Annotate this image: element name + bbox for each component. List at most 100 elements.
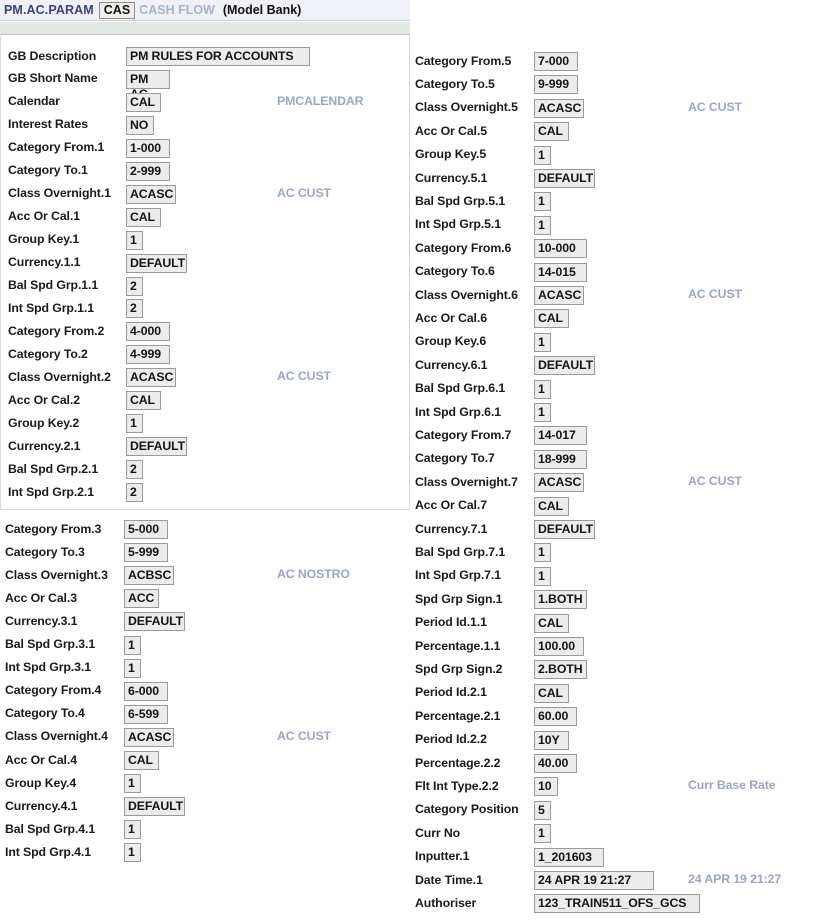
form-row: Category To.1 bbox=[8, 159, 88, 182]
form-row: Group Key.4 bbox=[5, 771, 76, 794]
field-label: Currency.1.1 bbox=[8, 255, 81, 270]
field-value-input[interactable]: 2 bbox=[126, 483, 143, 503]
field-label: GB Short Name bbox=[8, 71, 98, 86]
field-label: Class Overnight.3 bbox=[5, 567, 108, 582]
field-value-input[interactable]: ACASC bbox=[534, 473, 584, 493]
field-value-input[interactable]: ACASC bbox=[126, 184, 176, 204]
field-value-input[interactable]: 24 APR 19 21:27 bbox=[534, 871, 654, 890]
field-label: Category From.3 bbox=[5, 521, 102, 536]
field-value-input[interactable]: 1 bbox=[126, 414, 143, 434]
field-value-input[interactable]: CAL bbox=[126, 207, 161, 227]
form-row: Bal Spd Grp.7.1 bbox=[415, 540, 505, 563]
form-row: Spd Grp Sign.2 bbox=[415, 657, 503, 680]
field-label: Inputter.1 bbox=[415, 849, 470, 864]
field-value-input[interactable]: ACC bbox=[124, 589, 159, 609]
field-value-input[interactable]: DEFAULT bbox=[124, 797, 185, 817]
field-label: Bal Spd Grp.5.1 bbox=[415, 193, 506, 208]
field-value-input[interactable]: 6-000 bbox=[124, 681, 168, 701]
field-value-input[interactable]: 1 bbox=[124, 658, 141, 678]
field-value-input[interactable]: 2 bbox=[126, 299, 143, 319]
field-value-input[interactable]: 7-000 bbox=[534, 52, 578, 71]
field-value-input[interactable]: CAL bbox=[126, 391, 161, 411]
field-value-input[interactable]: 100.00 bbox=[534, 637, 584, 656]
field-value-input[interactable]: 10 bbox=[534, 777, 558, 797]
field-value-input[interactable]: 1.BOTH bbox=[534, 590, 587, 610]
field-value-input[interactable]: 123_TRAIN511_OFS_GCS bbox=[534, 894, 700, 914]
field-value-input[interactable]: ACASC bbox=[534, 286, 584, 305]
tab-cas[interactable]: CAS bbox=[98, 1, 136, 19]
field-value-input[interactable]: 2-999 bbox=[126, 161, 170, 181]
field-value-input[interactable]: 5 bbox=[534, 800, 551, 820]
field-value-input[interactable]: 60.00 bbox=[534, 707, 577, 727]
field-value-input[interactable]: 1 bbox=[124, 843, 141, 863]
field-value-input[interactable]: 1 bbox=[534, 824, 551, 844]
field-value-input[interactable]: DEFAULT bbox=[126, 253, 187, 273]
form-row: Group Key.5 bbox=[415, 143, 486, 166]
field-value-input[interactable]: CAL bbox=[534, 122, 569, 142]
field-value-input[interactable]: 1 bbox=[534, 332, 551, 352]
field-value-input[interactable]: 14-015 bbox=[534, 262, 587, 282]
field-value-input[interactable]: CAL bbox=[126, 92, 161, 112]
form-row: Currency.6.1 bbox=[415, 353, 487, 376]
field-value-input[interactable]: 10Y bbox=[534, 730, 569, 750]
field-value-input[interactable]: 10-000 bbox=[534, 239, 587, 259]
field-value-input[interactable]: 1 bbox=[534, 192, 551, 212]
field-label: Class Overnight.1 bbox=[8, 186, 111, 201]
field-value-input[interactable]: 2 bbox=[126, 460, 143, 480]
field-value-input[interactable]: CAL bbox=[534, 496, 569, 516]
field-label: Int Spd Grp.7.1 bbox=[415, 568, 501, 583]
field-value-input[interactable]: 5-999 bbox=[124, 543, 168, 563]
field-label: Group Key.6 bbox=[415, 334, 487, 349]
field-value-input[interactable]: 5-000 bbox=[124, 520, 168, 539]
field-value-input[interactable]: 1_201603 bbox=[534, 847, 604, 867]
form-row: Category To.2 bbox=[8, 342, 88, 365]
field-value-input[interactable]: 2.BOTH bbox=[534, 660, 587, 680]
field-value-input[interactable]: CAL bbox=[534, 309, 569, 329]
field-value-input[interactable]: 1 bbox=[534, 566, 551, 586]
field-value-input[interactable]: 1 bbox=[534, 145, 551, 165]
field-value-input[interactable]: 1 bbox=[124, 820, 141, 840]
field-enrichment-label: AC CUST bbox=[277, 369, 331, 384]
header-bank-label: (Model Bank) bbox=[222, 3, 302, 17]
field-label: Currency.3.1 bbox=[5, 613, 78, 628]
field-value-input[interactable]: 40.00 bbox=[534, 754, 577, 773]
field-label: Spd Grp Sign.2 bbox=[415, 661, 503, 676]
field-value-input[interactable]: 18-999 bbox=[534, 449, 587, 469]
field-value-input[interactable]: ACASC bbox=[124, 727, 174, 747]
field-value-input[interactable]: PM AC bbox=[126, 69, 170, 101]
field-value-input[interactable]: NO bbox=[126, 115, 154, 135]
field-value-input[interactable]: 1 bbox=[124, 635, 141, 655]
field-value-input[interactable]: 1 bbox=[124, 774, 141, 794]
field-value-input[interactable]: DEFAULT bbox=[534, 520, 595, 539]
field-value-input[interactable]: DEFAULT bbox=[534, 169, 595, 188]
form-row: Group Key.1 bbox=[8, 228, 79, 251]
form-row: Group Key.2 bbox=[8, 411, 79, 434]
field-value-input[interactable]: 4-999 bbox=[126, 345, 170, 365]
form-row: Category To.7 bbox=[415, 447, 495, 470]
field-value-input[interactable]: CAL bbox=[534, 613, 569, 633]
form-row: Acc Or Cal.1 bbox=[8, 205, 80, 228]
field-label: Currency.4.1 bbox=[5, 798, 78, 813]
field-value-input[interactable]: 9-999 bbox=[534, 75, 578, 95]
field-value-input[interactable]: 2 bbox=[126, 276, 143, 296]
field-value-input[interactable]: 1 bbox=[126, 230, 143, 250]
field-value-input[interactable]: 1 bbox=[534, 543, 551, 563]
form-row: Currency.7.1 bbox=[415, 517, 487, 540]
field-value-input[interactable]: 1-000 bbox=[126, 138, 170, 158]
field-value-input[interactable]: 4-000 bbox=[126, 322, 170, 342]
field-value-input[interactable]: 14-017 bbox=[534, 426, 587, 446]
field-value-input[interactable]: 1 bbox=[534, 403, 551, 422]
field-value-input[interactable]: 1 bbox=[534, 379, 551, 399]
field-value-input[interactable]: ACASC bbox=[126, 368, 176, 388]
field-value-input[interactable]: ACBSC bbox=[124, 566, 174, 586]
field-value-input[interactable]: 6-599 bbox=[124, 704, 168, 724]
field-value-input[interactable]: DEFAULT bbox=[124, 612, 185, 632]
field-value-input[interactable]: PM RULES FOR ACCOUNTS bbox=[126, 47, 310, 66]
field-value-input[interactable]: ACASC bbox=[534, 98, 584, 118]
field-value-input[interactable]: CAL bbox=[124, 751, 159, 770]
field-value-input[interactable]: DEFAULT bbox=[126, 437, 187, 457]
field-value-input[interactable]: CAL bbox=[534, 683, 569, 703]
field-value-input[interactable]: 1 bbox=[534, 215, 551, 235]
field-value-input[interactable]: DEFAULT bbox=[534, 356, 595, 376]
form-row: Bal Spd Grp.3.1 bbox=[5, 633, 95, 656]
